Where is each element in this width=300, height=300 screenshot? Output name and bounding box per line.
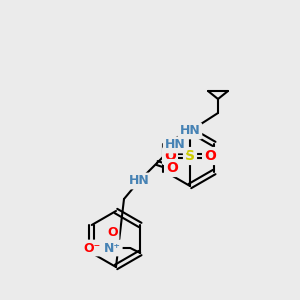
Text: HN: HN bbox=[165, 139, 185, 152]
Text: O⁻: O⁻ bbox=[84, 242, 101, 254]
Text: N⁺: N⁺ bbox=[104, 242, 121, 254]
Text: HN: HN bbox=[129, 175, 149, 188]
Text: HN: HN bbox=[180, 124, 200, 137]
Text: O: O bbox=[166, 161, 178, 175]
Text: O: O bbox=[204, 149, 216, 163]
Text: O: O bbox=[107, 226, 118, 238]
Text: S: S bbox=[185, 149, 195, 163]
Text: O: O bbox=[164, 149, 176, 163]
